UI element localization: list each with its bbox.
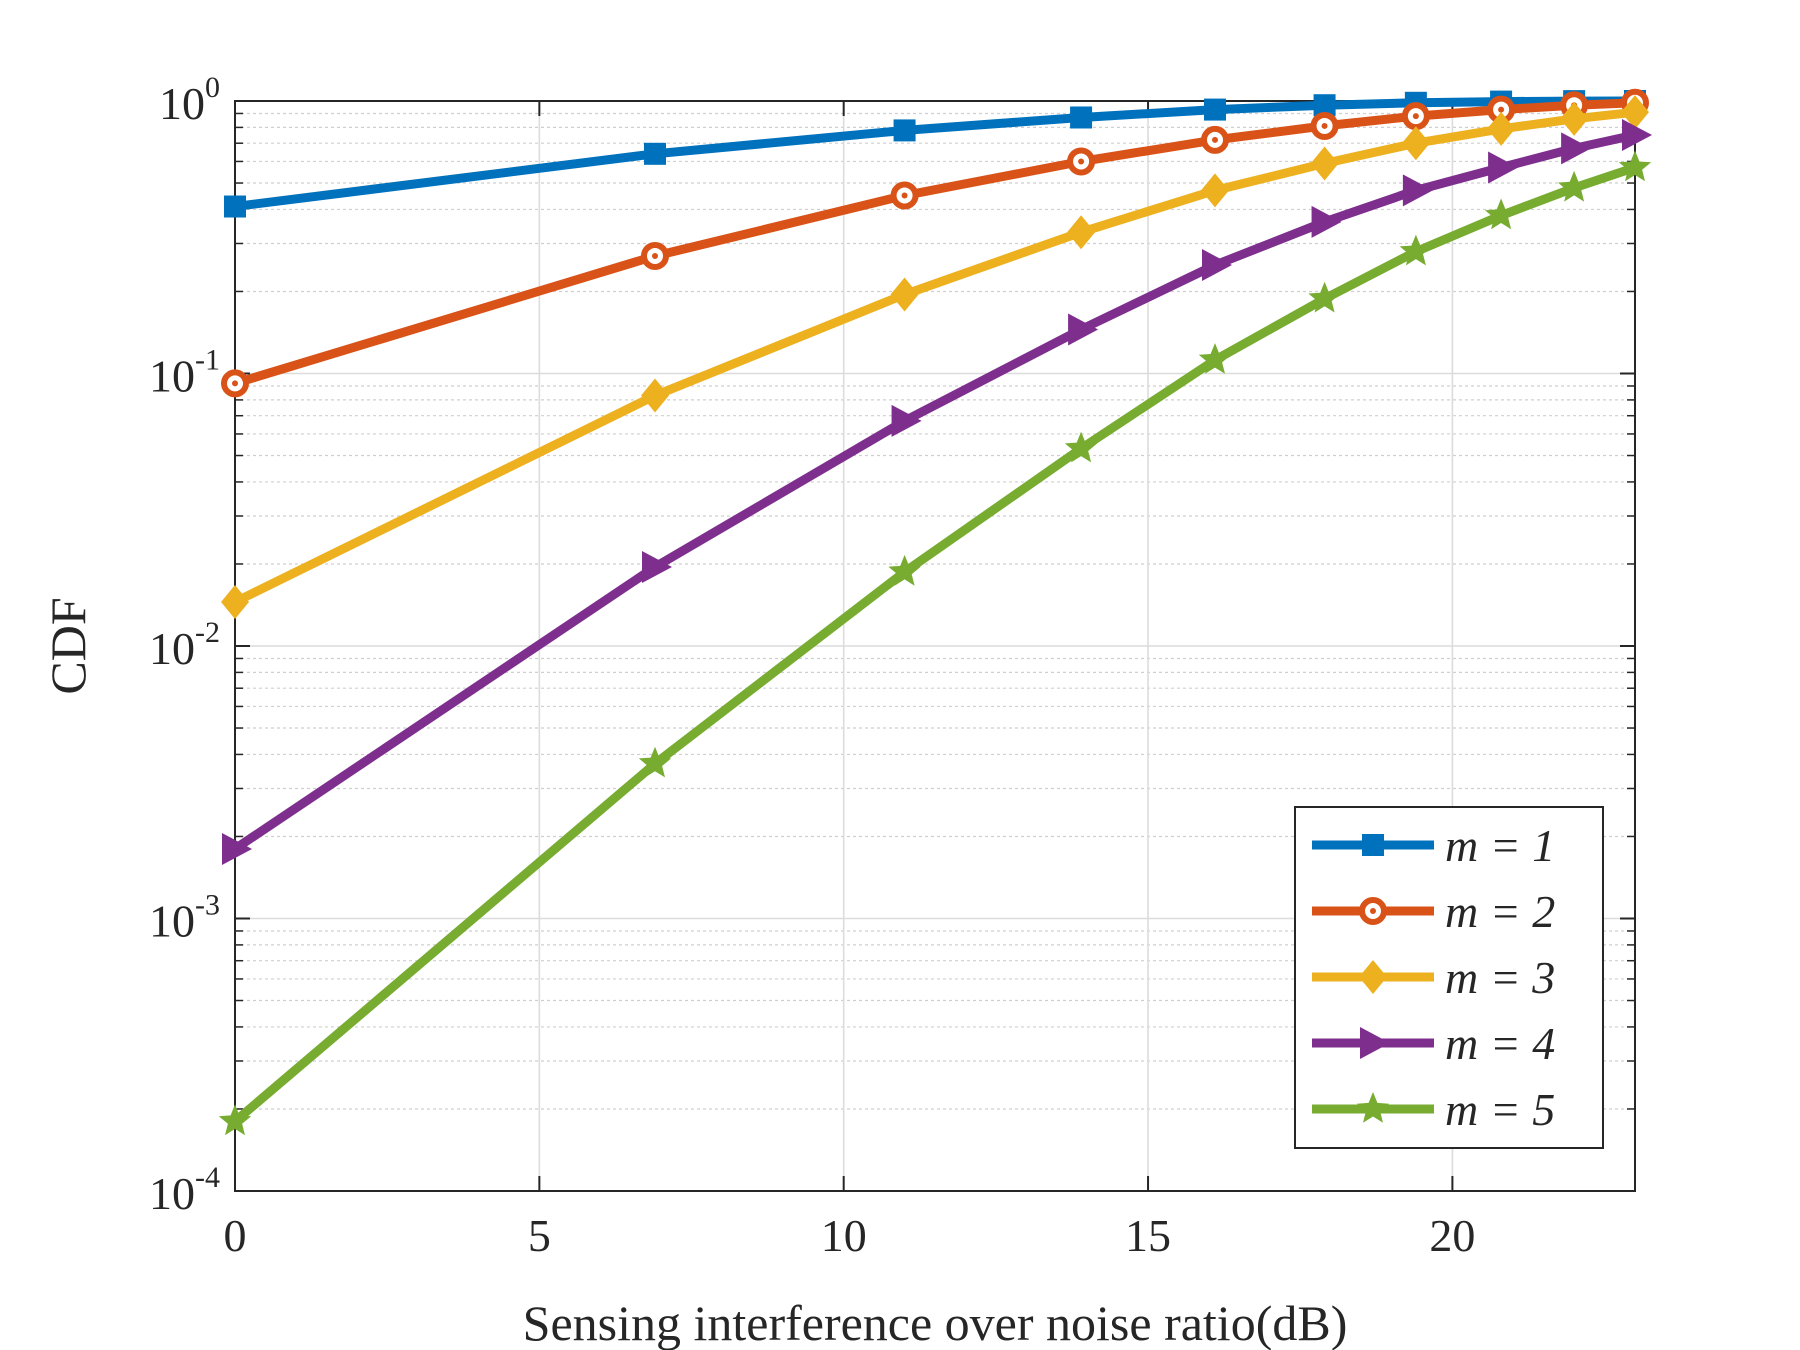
data-point-m3: [1201, 173, 1229, 208]
data-point-m5: [218, 1104, 252, 1136]
legend-label: m = 3: [1445, 952, 1555, 1003]
y-tick-exponent: 0: [205, 71, 220, 104]
data-point-m3: [1487, 111, 1516, 146]
x-axis-title: Sensing interference over noise ratio(dB…: [523, 1295, 1348, 1350]
x-tick-label: 10: [821, 1210, 867, 1261]
y-tick-exponent: -4: [195, 1161, 220, 1194]
data-point-m1: [1313, 94, 1336, 117]
data-point-m2-center: [1412, 113, 1419, 120]
y-tick-base: 10: [149, 623, 195, 674]
data-point-m4: [1402, 174, 1433, 207]
legend-marker: [1362, 834, 1384, 856]
y-tick-base: 10: [149, 1168, 195, 1219]
data-point-m5: [1198, 343, 1232, 374]
data-point-m2-center: [1498, 106, 1505, 113]
data-point-m2-center: [1212, 136, 1218, 143]
data-point-m3: [890, 277, 919, 312]
legend-entry-m1: m = 1: [1312, 820, 1555, 871]
y-tick-exponent: -2: [195, 616, 220, 649]
series-line-m4: [230, 130, 1640, 854]
data-point-m3: [1310, 146, 1339, 181]
data-point-m5: [1558, 170, 1591, 202]
data-point-m4: [1622, 119, 1652, 152]
legend: m = 1 m = 2 m = 3 m = 4 m = 5: [1294, 806, 1604, 1149]
data-point-m4: [642, 550, 672, 583]
data-point-m2-center: [901, 192, 908, 199]
data-point-m3: [221, 585, 249, 620]
legend-marker: [1356, 1092, 1390, 1123]
y-tick-exponent: -1: [195, 344, 220, 377]
series-m5: [218, 150, 1652, 1136]
x-tick-label: 0: [224, 1210, 247, 1261]
legend-label: m = 5: [1445, 1084, 1555, 1135]
series-m4: [222, 119, 1652, 865]
data-point-m1: [1070, 106, 1093, 129]
legend-label: m = 4: [1445, 1018, 1555, 1069]
x-tick-label: 5: [528, 1210, 551, 1261]
data-point-m3: [1401, 126, 1430, 161]
legend-label: m = 2: [1445, 886, 1555, 937]
data-point-m4: [1311, 205, 1342, 238]
series-line-m1: [230, 96, 1640, 211]
legend-entry-m3: m = 3: [1312, 952, 1555, 1003]
data-point-m3: [1560, 101, 1589, 136]
y-tick-label: 10-1: [149, 344, 220, 402]
y-axis-title: CDF: [40, 597, 96, 694]
data-point-m1: [893, 119, 916, 142]
data-point-m4: [1488, 151, 1519, 184]
data-point-m5: [638, 746, 672, 778]
data-point-m4: [222, 832, 252, 865]
data-point-m4: [891, 404, 922, 437]
y-tick-base: 10: [149, 896, 195, 947]
data-point-m4: [1561, 132, 1592, 165]
data-point-m5: [1064, 431, 1098, 463]
series-group: [218, 88, 1652, 1136]
series-m3: [221, 95, 1649, 620]
data-point-m2-center: [1321, 122, 1328, 129]
y-tick-label: 10-4: [149, 1161, 220, 1219]
x-tick-label: 15: [1125, 1210, 1171, 1261]
data-point-m3: [1067, 215, 1096, 250]
legend-marker: [1359, 960, 1387, 994]
data-point-m4: [1068, 313, 1099, 346]
data-point-m3: [641, 378, 669, 413]
y-tick-exponent: -3: [195, 889, 220, 922]
legend-entry-m4: m = 4: [1312, 1018, 1555, 1069]
legend-marker-center: [1370, 908, 1376, 914]
data-point-m1: [1204, 98, 1226, 121]
legend-marker: [1360, 1027, 1390, 1059]
y-tick-label: 10-3: [149, 889, 220, 947]
data-point-m3: [1621, 95, 1649, 130]
legend-label: m = 1: [1445, 820, 1555, 871]
data-point-m2-center: [1078, 158, 1085, 165]
y-tick-label: 100: [159, 71, 220, 129]
data-point-m2-center: [652, 252, 658, 259]
legend-entry-m2: m = 2: [1312, 886, 1555, 937]
y-tick-base: 10: [149, 351, 195, 402]
data-point-m4: [1202, 249, 1232, 282]
data-point-m1: [224, 195, 246, 218]
data-point-m5: [888, 554, 921, 586]
legend-entry-m5: m = 5: [1312, 1084, 1555, 1135]
data-point-m1: [644, 142, 666, 165]
series-line-m2: [230, 98, 1640, 388]
series-m2: [221, 88, 1649, 398]
data-point-m5: [1484, 198, 1518, 230]
data-point-m2-center: [232, 380, 238, 387]
data-point-m5: [1308, 281, 1341, 313]
data-point-m5: [1399, 234, 1432, 266]
x-tick-label: 20: [1429, 1210, 1475, 1261]
y-tick-base: 10: [159, 78, 205, 129]
series-line-m3: [230, 107, 1640, 607]
series-line-m5: [230, 163, 1640, 1126]
data-point-m5: [1618, 150, 1652, 182]
y-tick-label: 10-2: [149, 616, 220, 674]
